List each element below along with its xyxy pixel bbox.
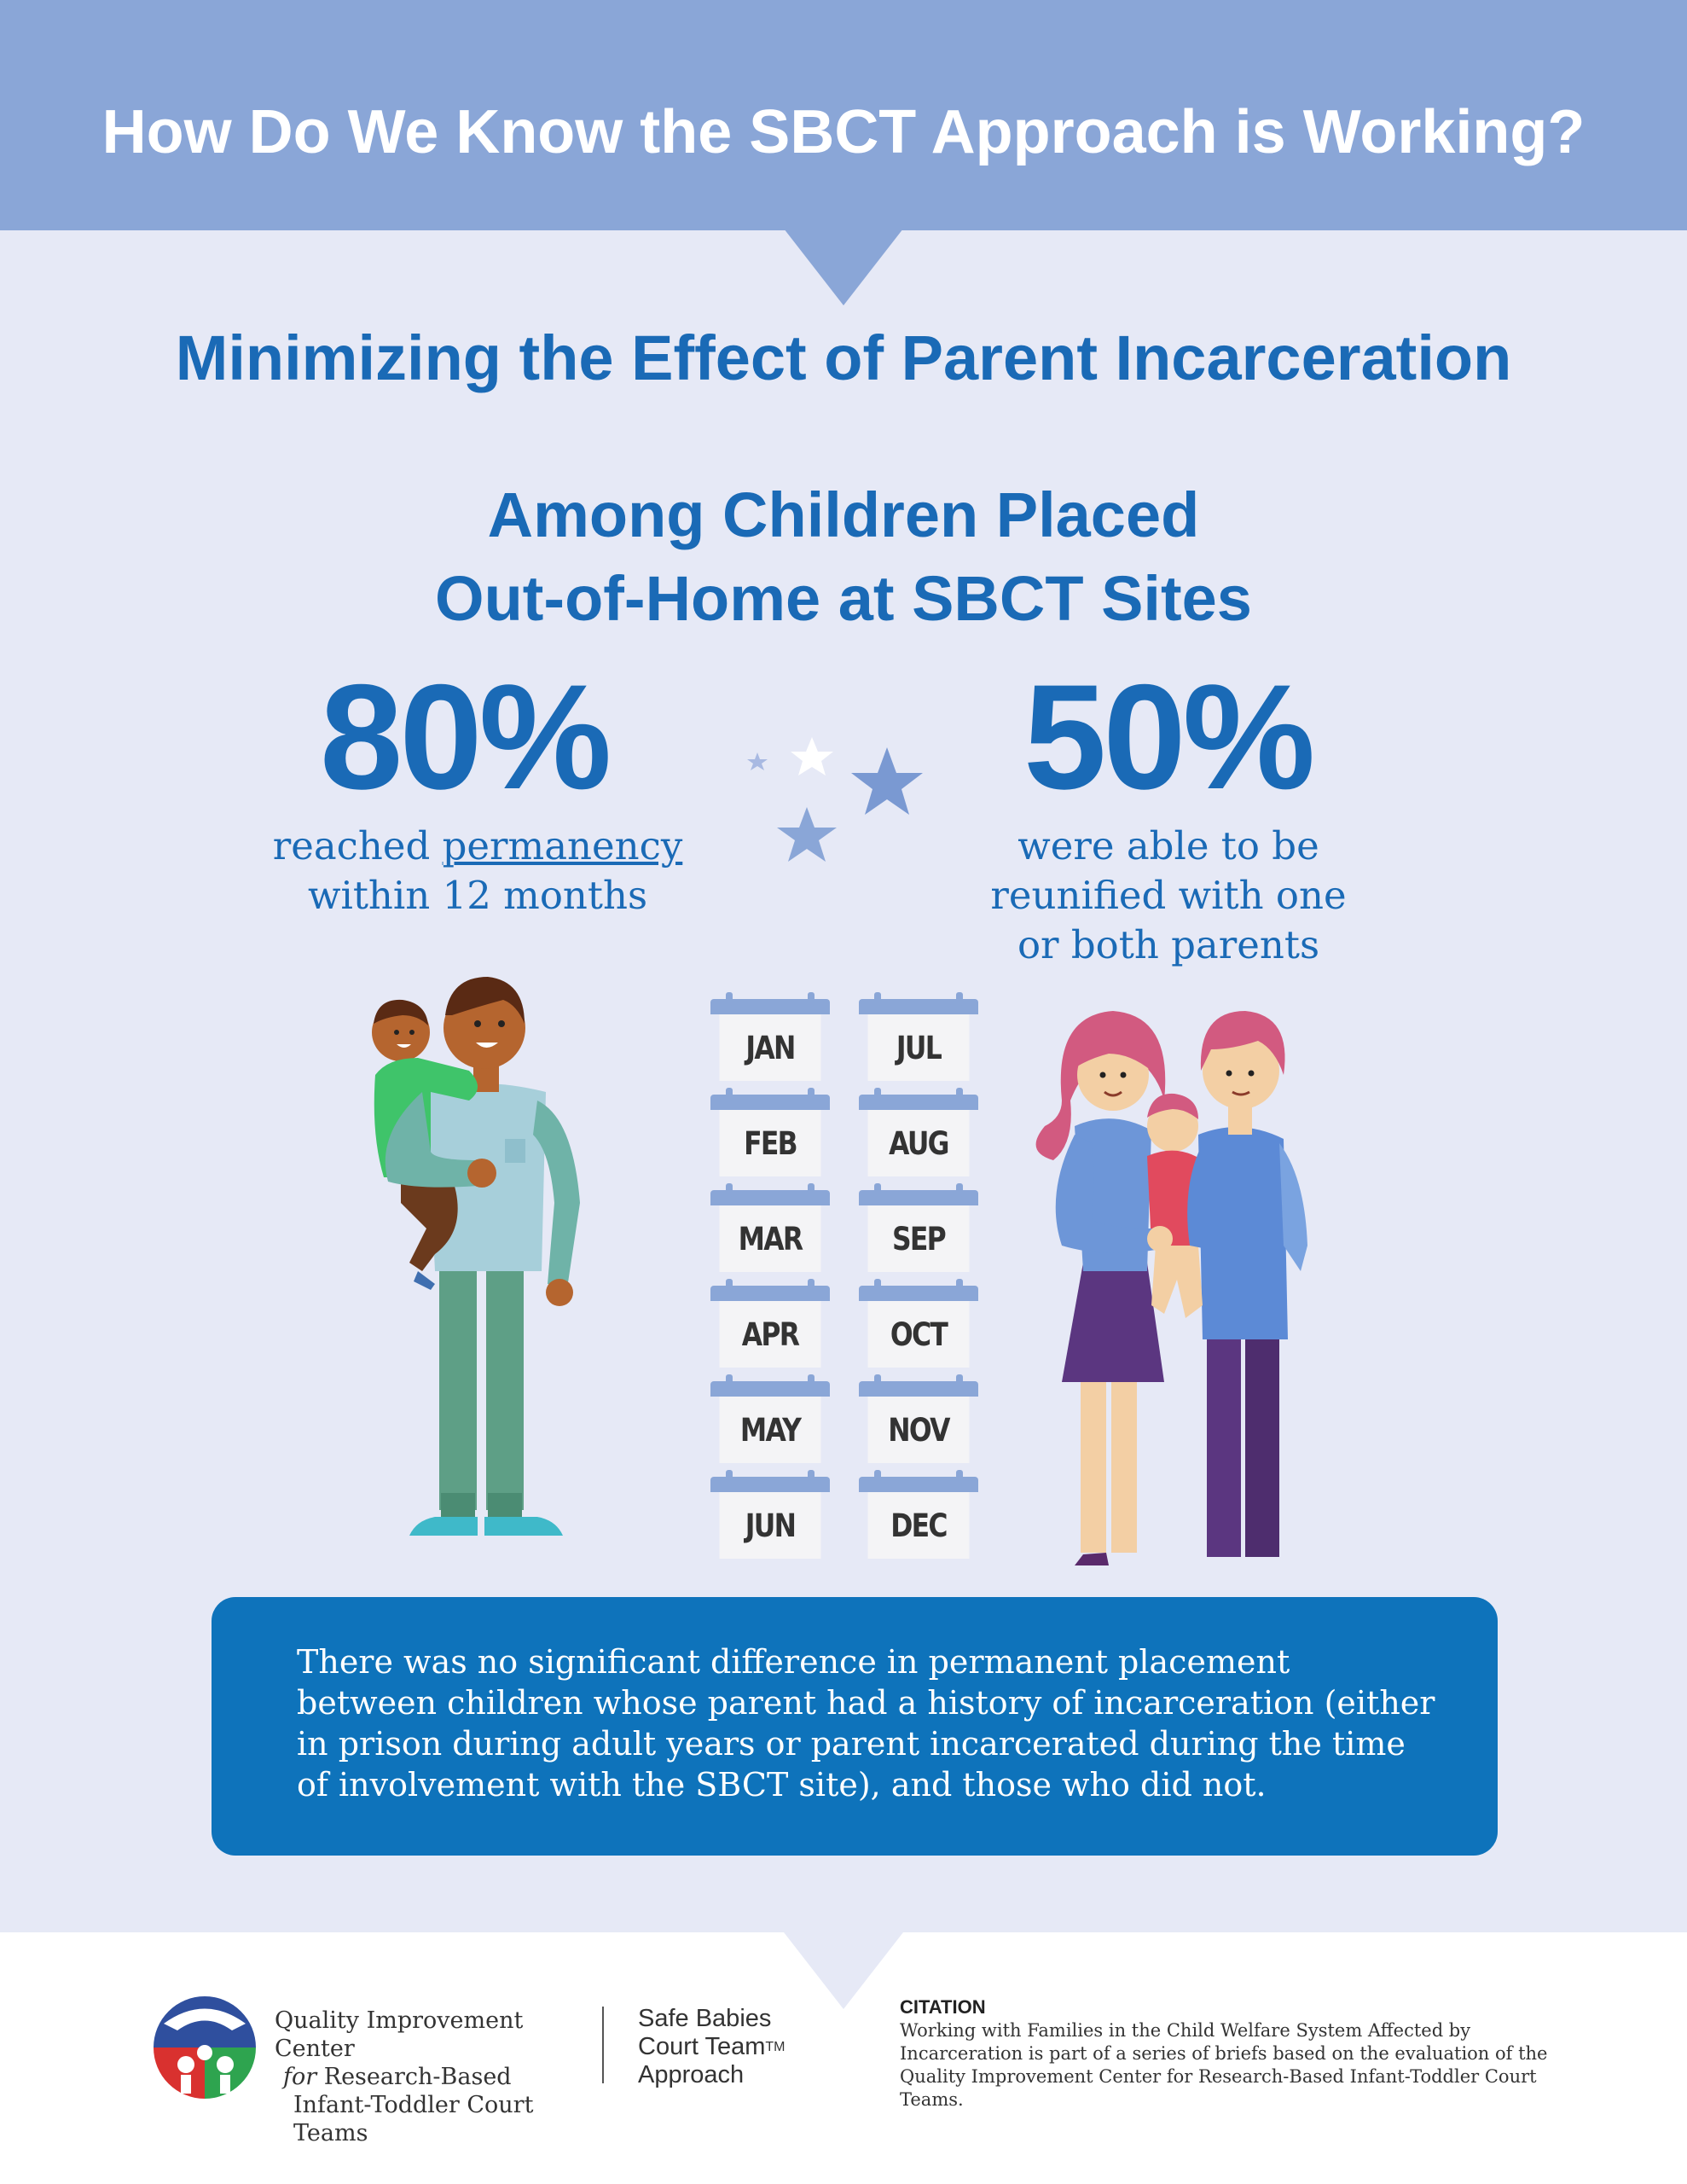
calendar-jul: JUL xyxy=(859,992,978,1081)
section-title: Among Children Placed Out-of-Home at SBC… xyxy=(0,473,1687,641)
stat-permanency-line2: within 12 months xyxy=(307,873,648,918)
trademark-mark: TM xyxy=(765,2040,786,2054)
section-title-line1: Among Children Placed xyxy=(487,479,1200,550)
finding-text: There was no significant difference in p… xyxy=(297,1643,1435,1804)
stat-permanency-value: 80% xyxy=(320,654,612,821)
subtitle: Minimizing the Effect of Parent Incarcer… xyxy=(175,322,1512,393)
stat-permanency-desc: reached permanency within 12 months xyxy=(256,822,699,921)
finding-callout: There was no significant difference in p… xyxy=(212,1597,1498,1856)
permanency-link[interactable]: permanency xyxy=(442,823,683,868)
qic-line2-em: for xyxy=(283,2064,317,2090)
calendar-mar: MAR xyxy=(710,1183,830,1272)
sbct-line2: Court Team xyxy=(638,2033,766,2060)
stat-reunified-line3: or both parents xyxy=(1017,922,1320,967)
header-pointer xyxy=(784,229,903,305)
star-icon xyxy=(777,807,837,862)
page-title: How Do We Know the SBCT Approach is Work… xyxy=(101,98,1586,166)
footer-divider xyxy=(602,2007,604,2083)
citation-text: Working with Families in the Child Welfa… xyxy=(900,2020,1548,2110)
stat-reunified-value: 50% xyxy=(1023,654,1315,821)
sbct-line3: Approach xyxy=(638,2061,745,2088)
sbct-name: Safe Babies Court TeamTM Approach xyxy=(638,2005,785,2089)
star-icon xyxy=(747,752,768,770)
calendar-oct: OCT xyxy=(859,1279,978,1368)
qic-logo-icon xyxy=(154,1996,256,2099)
father-child-illustration xyxy=(372,977,580,1536)
stars-illustration xyxy=(747,737,923,862)
calendar-jun: JUN xyxy=(710,1470,830,1559)
calendar-may: MAY xyxy=(710,1374,830,1463)
header-banner xyxy=(0,0,1687,230)
calendar-apr: APR xyxy=(710,1279,830,1368)
section-title-line2: Out-of-Home at SBCT Sites xyxy=(435,563,1252,634)
qic-line3: Infant-Toddler Court Teams xyxy=(293,2092,534,2146)
footer-pointer xyxy=(784,1932,903,2009)
calendar-nov: NOV xyxy=(859,1374,978,1463)
calendar-aug: AUG xyxy=(859,1088,978,1176)
qic-line1: Quality Improvement Center xyxy=(275,2007,524,2062)
stat-reunified-line1: were able to be xyxy=(1017,823,1319,868)
stat-reunified-line2: reunified with one xyxy=(990,873,1347,918)
qic-name: Quality Improvement Center for Research-… xyxy=(275,2007,582,2147)
citation-heading: CITATION xyxy=(900,1996,986,2018)
calendar-feb: FEB xyxy=(710,1088,830,1176)
sbct-line1: Safe Babies xyxy=(638,2005,772,2032)
calendar-dec: DEC xyxy=(859,1470,978,1559)
calendar-jan: JAN xyxy=(710,992,830,1081)
star-icon xyxy=(851,747,923,815)
stat-reunified-desc: were able to be reunified with one or bo… xyxy=(955,822,1382,970)
parents-baby-illustration xyxy=(1035,1011,1307,1565)
qic-line2: Research-Based xyxy=(316,2064,512,2090)
calendar-sep: SEP xyxy=(859,1183,978,1272)
stat-permanency-prefix: reached xyxy=(272,823,443,868)
star-icon xyxy=(791,737,833,775)
